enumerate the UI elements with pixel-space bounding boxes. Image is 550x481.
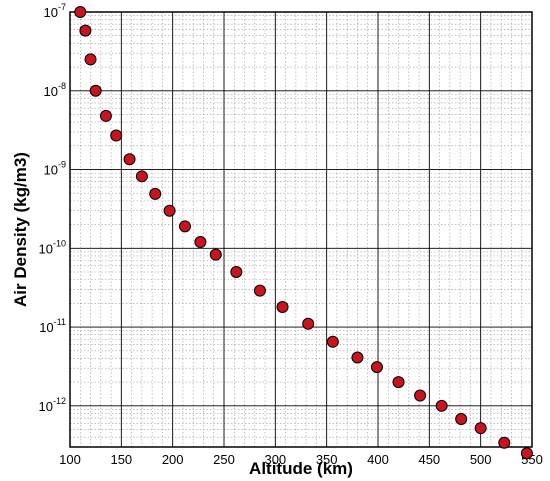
- x-axis-title: Altitude (km): [249, 459, 353, 478]
- x-tick-label: 250: [213, 452, 235, 467]
- data-point: [194, 236, 207, 249]
- data-point: [498, 436, 511, 449]
- data-point: [435, 399, 448, 412]
- data-point: [326, 335, 339, 348]
- data-point: [178, 220, 191, 233]
- data-point: [370, 361, 383, 374]
- x-tick-label: 350: [316, 452, 338, 467]
- y-axis-ticks: 10-7 10-8 10-9 10-10 10-11 10-12: [39, 2, 66, 414]
- data-point: [163, 204, 176, 217]
- data-point: [520, 447, 533, 460]
- data-point: [123, 153, 136, 166]
- data-point: [253, 284, 266, 297]
- data-point: [302, 317, 315, 330]
- plot-frame: [69, 11, 533, 448]
- y-tick-label: 10-7: [44, 2, 66, 20]
- data-point: [414, 389, 427, 402]
- x-tick-label: 400: [367, 452, 389, 467]
- data-point: [276, 300, 289, 313]
- data-point: [455, 413, 468, 426]
- y-tick-label: 10-10: [39, 238, 66, 256]
- data-point: [209, 248, 222, 261]
- data-points: [74, 6, 533, 460]
- data-point: [135, 170, 148, 183]
- y-tick-label: 10-9: [44, 160, 66, 178]
- x-tick-label: 100: [59, 452, 81, 467]
- data-point: [474, 422, 487, 435]
- data-point: [149, 187, 162, 200]
- data-point: [110, 129, 123, 142]
- minor-gridlines: [70, 12, 532, 447]
- y-tick-label: 10-11: [39, 317, 66, 335]
- data-point: [74, 6, 87, 18]
- x-tick-label: 500: [470, 452, 492, 467]
- data-point: [351, 351, 364, 364]
- x-axis-ticks: 100 150 200 250 300 350 400 450 500 550: [59, 452, 543, 467]
- data-point: [84, 53, 97, 66]
- x-tick-label: 150: [110, 452, 132, 467]
- data-point: [79, 24, 92, 37]
- data-point: [392, 376, 405, 389]
- y-axis-title: Air Density (kg/m3): [11, 152, 30, 307]
- x-tick-label: 450: [418, 452, 440, 467]
- data-point: [230, 265, 243, 278]
- data-point: [89, 84, 102, 97]
- major-gridlines: [69, 11, 533, 447]
- data-point: [99, 109, 112, 122]
- y-tick-label: 10-12: [39, 396, 66, 414]
- x-tick-label: 300: [264, 452, 286, 467]
- y-tick-label: 10-8: [44, 81, 66, 99]
- x-tick-label: 200: [162, 452, 184, 467]
